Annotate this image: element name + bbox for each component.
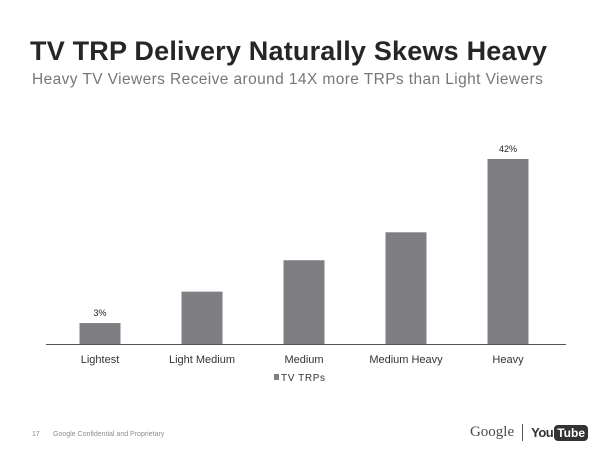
bar xyxy=(385,232,427,344)
youtube-logo-you: You xyxy=(531,425,554,440)
x-tick-label: Heavy xyxy=(492,354,524,366)
bar xyxy=(181,291,223,344)
logo-divider xyxy=(522,424,524,441)
page-number: 17 xyxy=(32,431,40,438)
x-tick-label: Medium Heavy xyxy=(369,354,443,366)
data-label: 3% xyxy=(93,308,106,318)
legend-label: TV TRPs xyxy=(281,373,326,384)
youtube-logo: You Tube xyxy=(531,424,588,441)
brand-logos: Google You Tube xyxy=(470,424,588,441)
slide-title: TV TRP Delivery Naturally Skews Heavy xyxy=(30,36,548,66)
bar xyxy=(283,260,325,344)
confidential-notice: Google Confidential and Proprietary xyxy=(53,431,165,438)
x-tick-label: Medium xyxy=(284,354,323,366)
bar xyxy=(487,159,529,344)
youtube-logo-tube: Tube xyxy=(554,424,588,441)
legend-swatch xyxy=(274,374,279,380)
x-tick-label: Lightest xyxy=(81,354,120,366)
slide-subtitle: Heavy TV Viewers Receive around 14X more… xyxy=(32,71,544,88)
x-tick-label: Light Medium xyxy=(169,354,235,366)
google-logo: Google xyxy=(469,424,515,440)
bar xyxy=(79,323,121,344)
data-label: 42% xyxy=(499,144,517,154)
